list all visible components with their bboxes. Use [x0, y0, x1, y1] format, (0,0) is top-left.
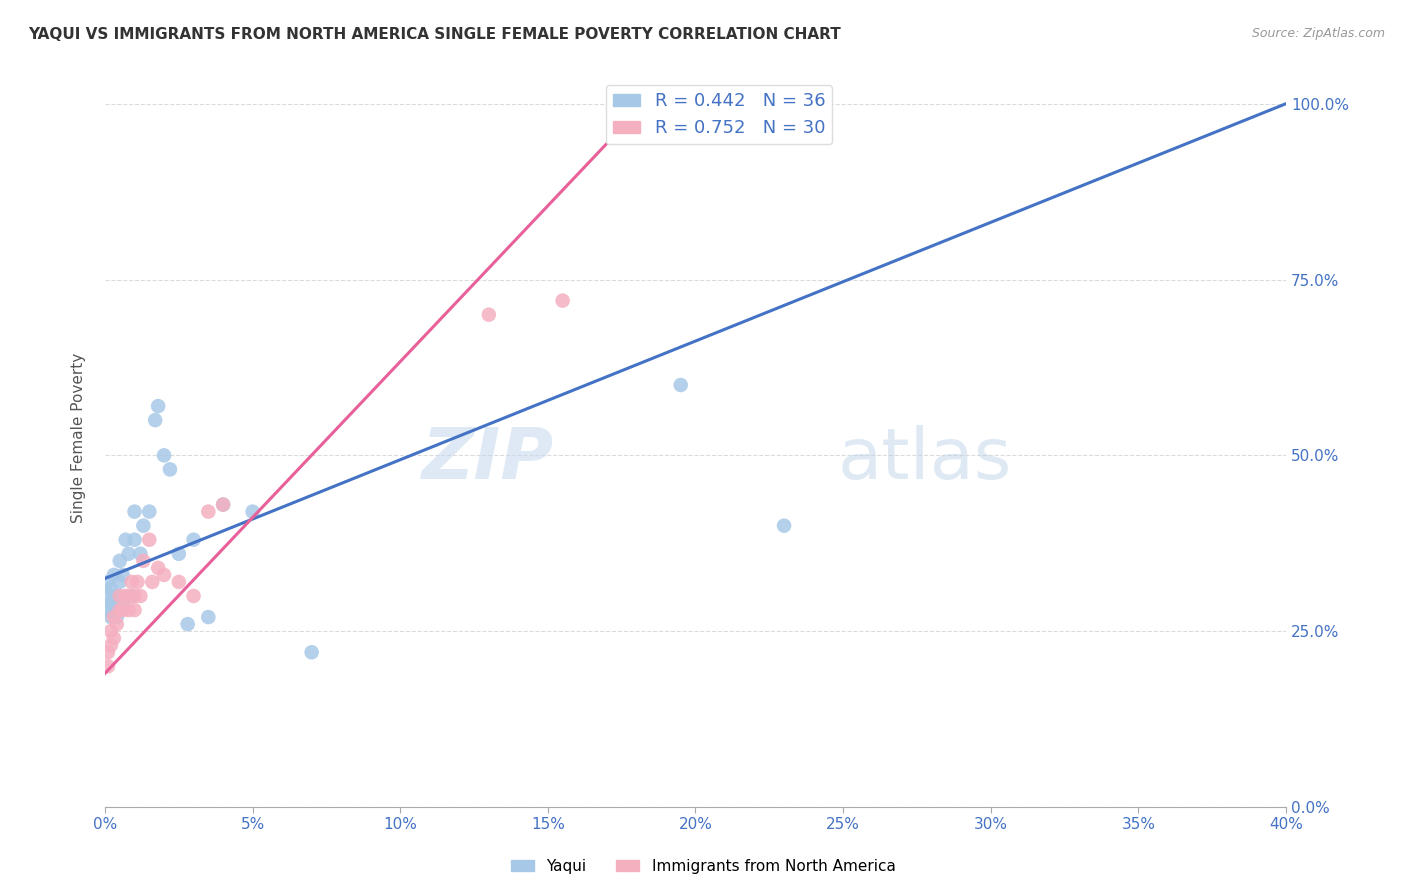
Point	[103, 610, 125, 624]
Point	[242, 505, 264, 519]
Point	[100, 638, 122, 652]
Point	[117, 589, 139, 603]
Point	[100, 582, 122, 596]
Point	[100, 624, 122, 639]
Point	[124, 589, 146, 603]
Point	[132, 518, 155, 533]
Point	[159, 462, 181, 476]
Point	[97, 645, 120, 659]
Point	[103, 589, 125, 603]
Point	[100, 596, 122, 610]
Point	[551, 293, 574, 308]
Point	[132, 554, 155, 568]
Point	[100, 610, 122, 624]
Point	[111, 596, 134, 610]
Point	[111, 603, 134, 617]
Text: YAQUI VS IMMIGRANTS FROM NORTH AMERICA SINGLE FEMALE POVERTY CORRELATION CHART: YAQUI VS IMMIGRANTS FROM NORTH AMERICA S…	[28, 27, 841, 42]
Y-axis label: Single Female Poverty: Single Female Poverty	[72, 352, 86, 523]
Point	[124, 603, 146, 617]
Point	[301, 645, 323, 659]
Point	[121, 574, 143, 589]
Point	[478, 308, 501, 322]
Point	[114, 589, 136, 603]
Text: ZIP: ZIP	[422, 425, 554, 494]
Point	[103, 631, 125, 645]
Point	[105, 617, 128, 632]
Point	[212, 498, 235, 512]
Point	[183, 533, 205, 547]
Point	[143, 413, 166, 427]
Text: atlas: atlas	[837, 425, 1011, 494]
Point	[141, 574, 163, 589]
Point	[146, 399, 169, 413]
Point	[153, 448, 176, 462]
Point	[97, 589, 120, 603]
Point	[197, 610, 219, 624]
Point	[121, 589, 143, 603]
Point	[669, 378, 692, 392]
Point	[103, 568, 125, 582]
Point	[117, 603, 139, 617]
Point	[146, 561, 169, 575]
Point	[183, 589, 205, 603]
Point	[197, 505, 219, 519]
Point	[108, 603, 131, 617]
Point	[105, 610, 128, 624]
Point	[129, 589, 152, 603]
Point	[97, 603, 120, 617]
Point	[176, 617, 198, 632]
Legend: Yaqui, Immigrants from North America: Yaqui, Immigrants from North America	[505, 853, 901, 880]
Point	[111, 568, 134, 582]
Point	[167, 547, 190, 561]
Point	[153, 568, 176, 582]
Point	[129, 547, 152, 561]
Point	[103, 603, 125, 617]
Point	[97, 659, 120, 673]
Point	[773, 518, 796, 533]
Point	[138, 505, 160, 519]
Point	[127, 574, 149, 589]
Text: Source: ZipAtlas.com: Source: ZipAtlas.com	[1251, 27, 1385, 40]
Point	[167, 574, 190, 589]
Point	[108, 589, 131, 603]
Point	[124, 533, 146, 547]
Point	[108, 554, 131, 568]
Point	[105, 589, 128, 603]
Point	[117, 547, 139, 561]
Point	[124, 505, 146, 519]
Point	[212, 498, 235, 512]
Point	[138, 533, 160, 547]
Point	[114, 533, 136, 547]
Point	[97, 574, 120, 589]
Point	[108, 574, 131, 589]
Legend: R = 0.442   N = 36, R = 0.752   N = 30: R = 0.442 N = 36, R = 0.752 N = 30	[606, 85, 832, 145]
